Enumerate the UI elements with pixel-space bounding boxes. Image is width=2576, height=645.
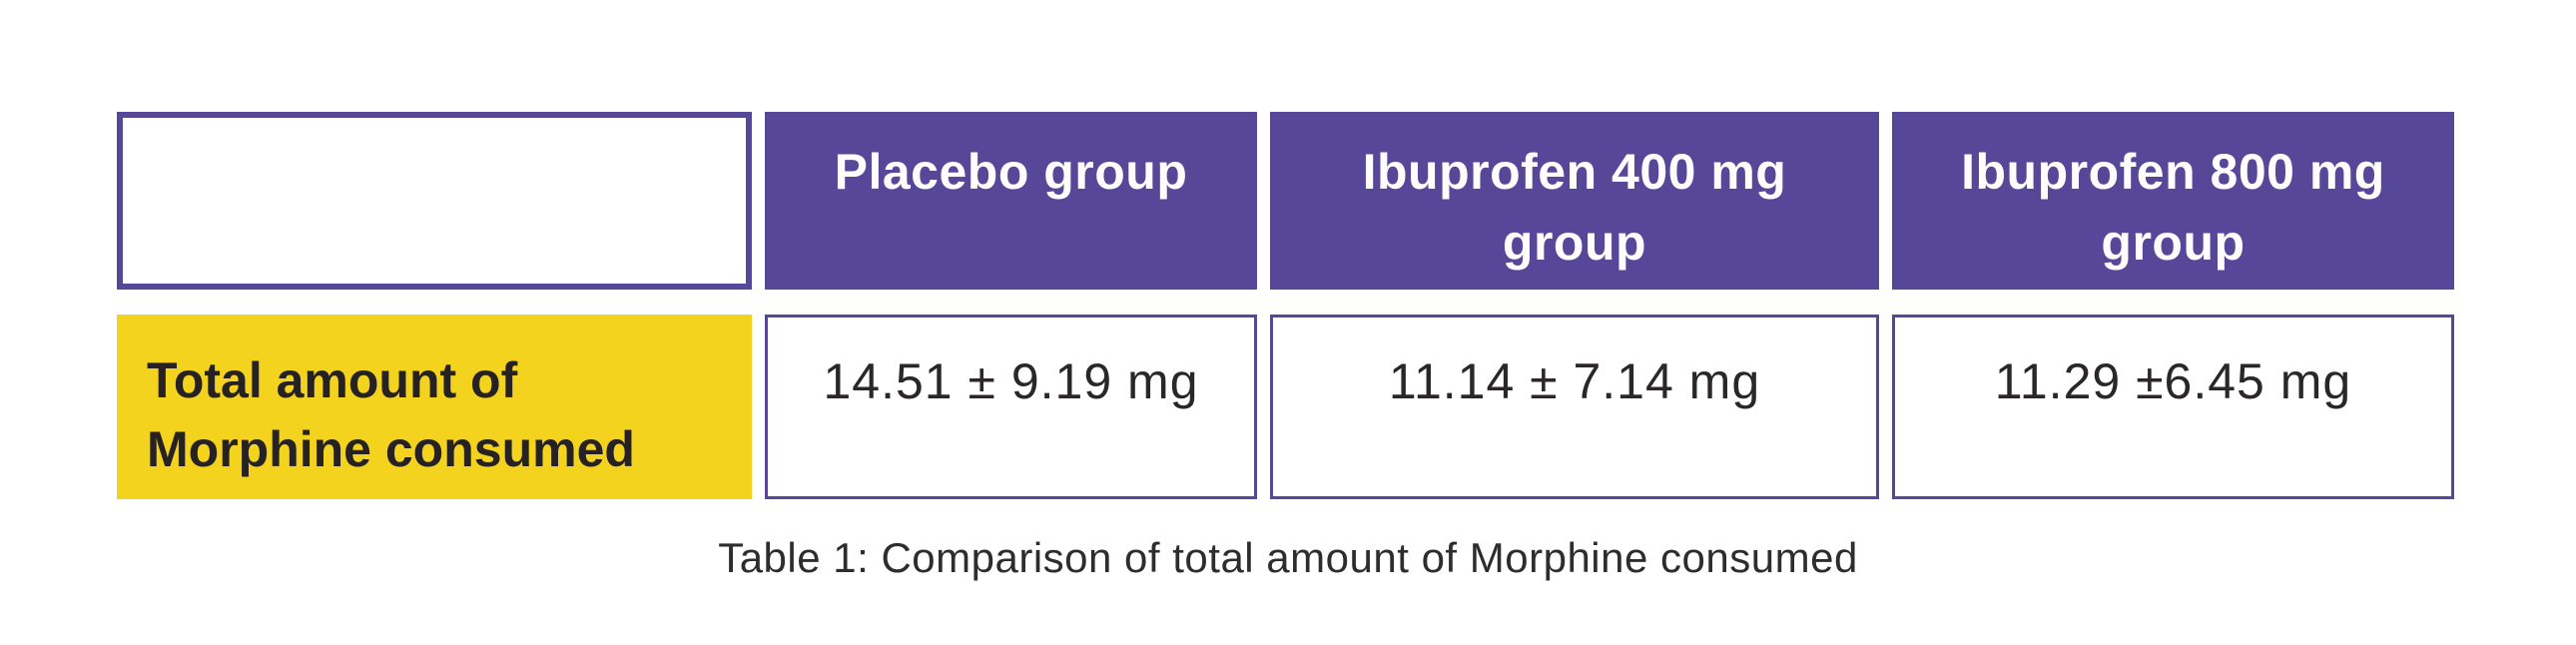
value-cell-placebo: 14.51 ± 9.19 mg <box>765 315 1257 499</box>
table-caption: Table 1: Comparison of total amount of M… <box>718 534 1858 581</box>
row-header-morphine-consumed: Total amount of Morphine consumed <box>117 315 752 499</box>
column-header-placebo: Placebo group <box>765 112 1257 290</box>
column-header-ibuprofen-800: Ibuprofen 800 mg group <box>1892 112 2454 290</box>
value-cell-ibuprofen-800: 11.29 ±6.45 mg <box>1892 315 2454 499</box>
table-corner-cell <box>117 112 752 290</box>
comparison-table: Placebo group Ibuprofen 400 mg group Ibu… <box>117 112 2454 499</box>
column-header-ibuprofen-400: Ibuprofen 400 mg group <box>1270 112 1879 290</box>
value-cell-ibuprofen-400: 11.14 ± 7.14 mg <box>1270 315 1879 499</box>
